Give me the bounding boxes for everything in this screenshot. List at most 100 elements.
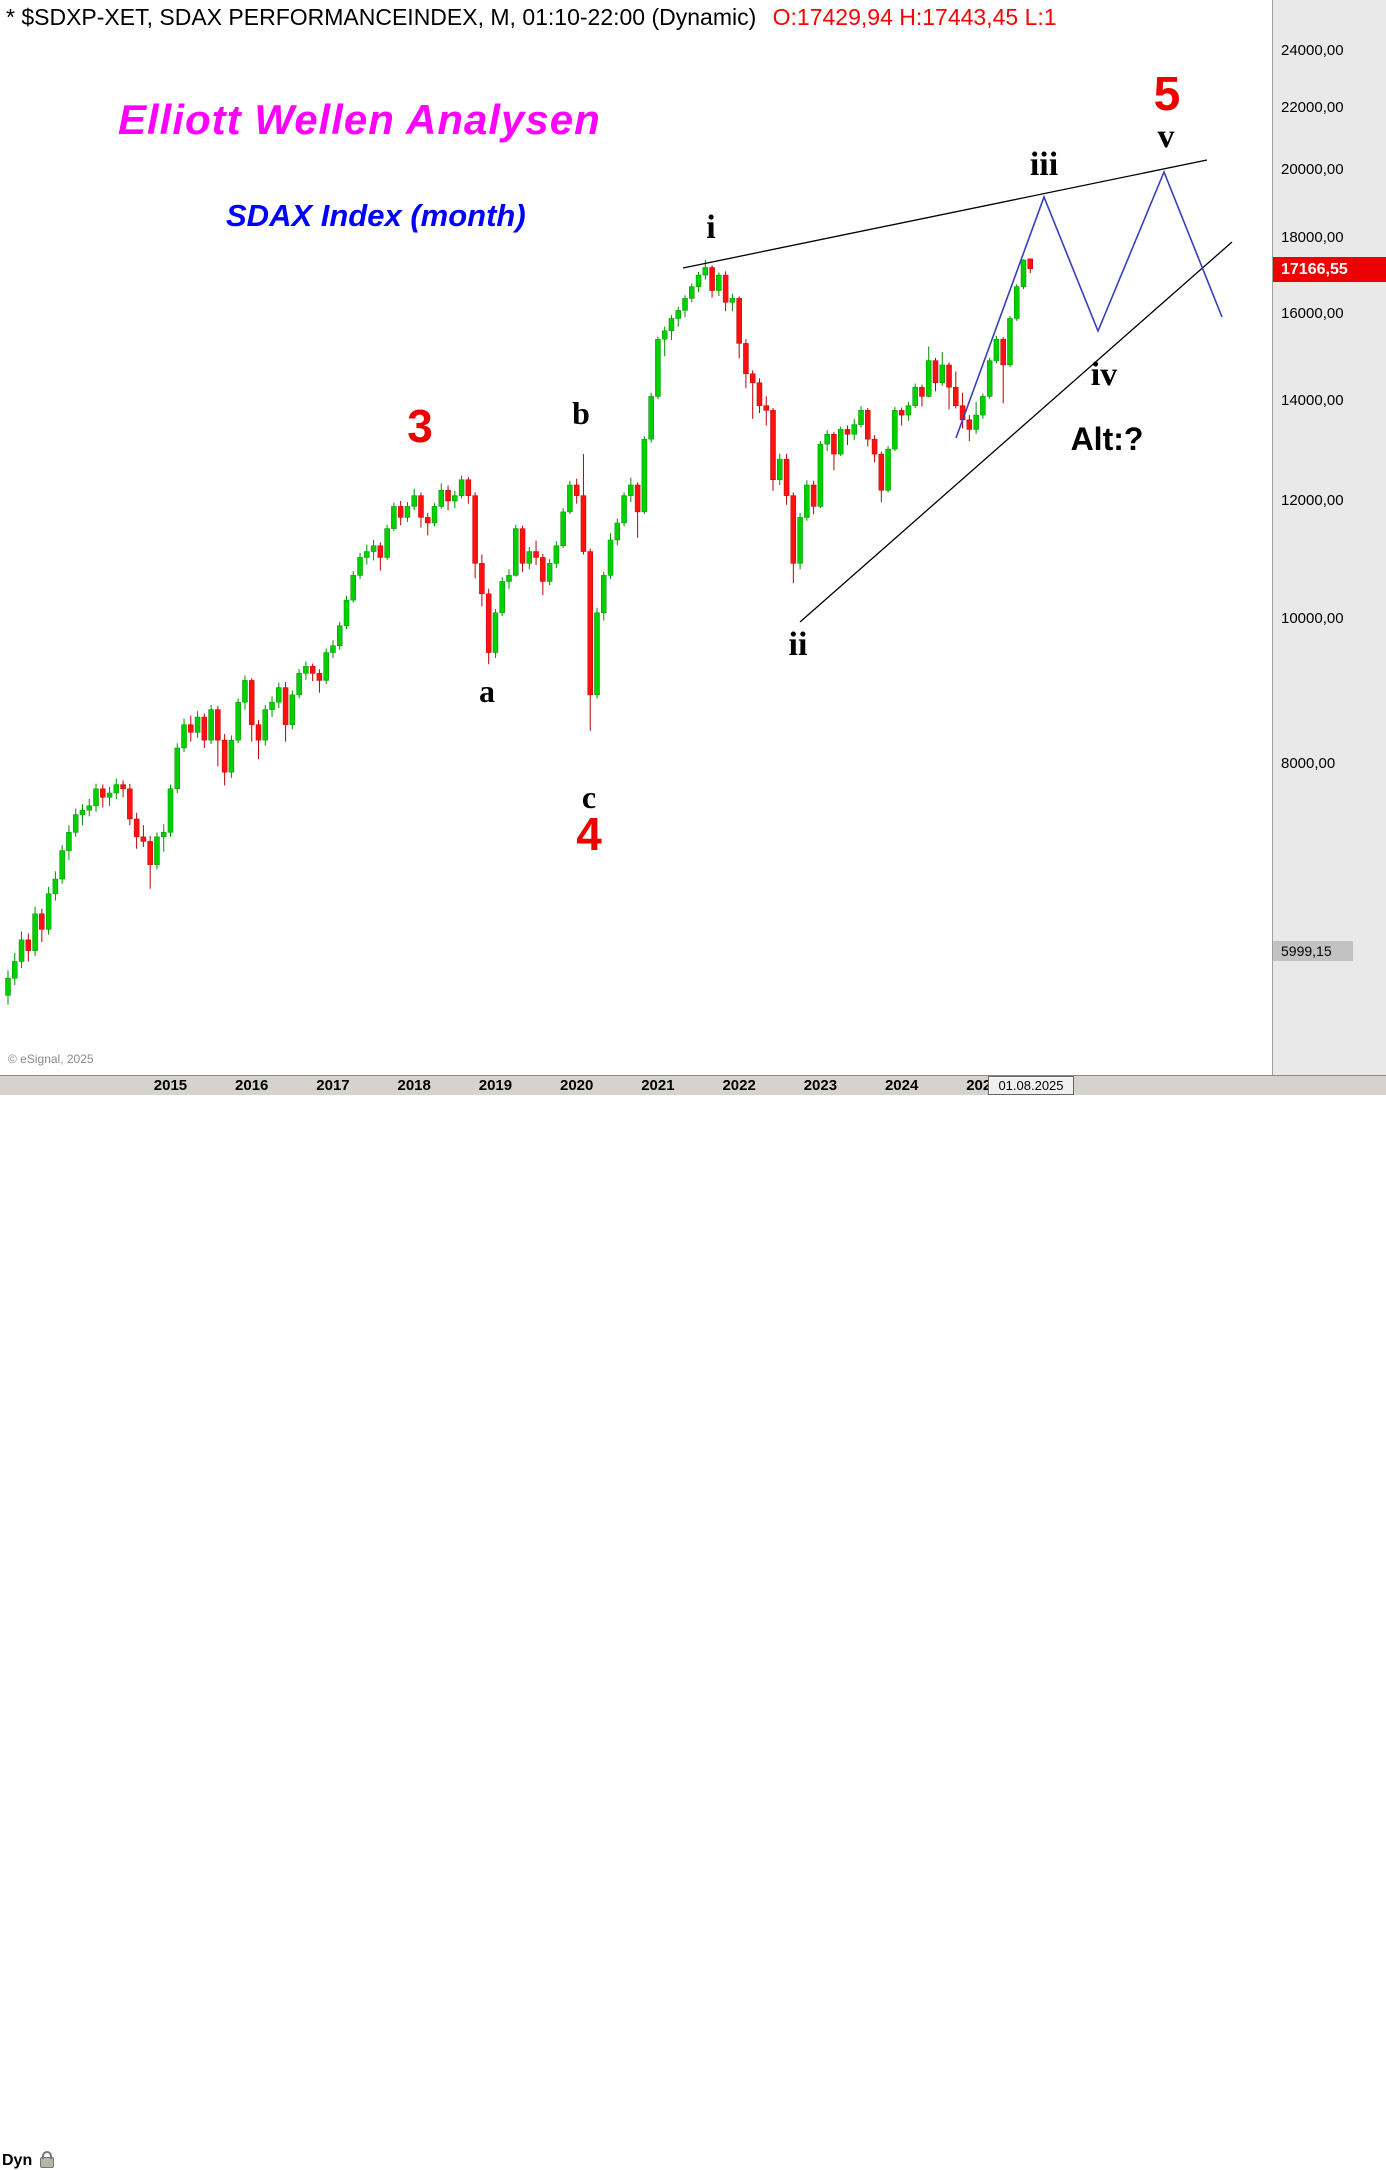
candle-body [52, 878, 59, 894]
candle-body [364, 551, 370, 558]
candle-body [790, 495, 797, 564]
candle-body [533, 551, 539, 558]
candle-body [837, 429, 844, 455]
candle-body [194, 716, 201, 733]
candle-body [810, 484, 817, 507]
candle-body [154, 836, 160, 865]
candle-body [641, 438, 648, 513]
price-axis[interactable]: 17166,55 5999,15 24000,00 22000,00 20000,0… [1272, 0, 1386, 1075]
candle-body [100, 788, 106, 798]
candle-body [479, 563, 485, 595]
candle-body [377, 545, 384, 558]
candle-body [485, 593, 492, 653]
candle-body [634, 484, 641, 513]
candle-body [282, 687, 289, 725]
wave-label: i [706, 209, 715, 246]
wave-label: 4 [576, 808, 602, 860]
price-axis-label: 22000,00 [1281, 98, 1344, 116]
analysis-heading: Elliott Wellen Analysen [118, 96, 601, 143]
candle-body [255, 724, 262, 741]
candle-body [756, 382, 763, 406]
candle-body [682, 298, 688, 311]
candle-body [39, 913, 45, 930]
price-axis-label: 12000,00 [1281, 492, 1344, 509]
x-axis-year-label: 2023 [803, 1077, 838, 1094]
candle-body [716, 274, 722, 291]
candle-body [303, 666, 309, 674]
candle-body [749, 373, 756, 383]
candle-body [648, 396, 654, 440]
candle-body [215, 709, 221, 741]
candle-body [472, 495, 478, 564]
x-axis-year-label: 2024 [884, 1077, 919, 1094]
candle-body [993, 338, 1000, 361]
secondary-price-badge: 5999,15 [1273, 940, 1353, 961]
price-axis-label: 24000,00 [1281, 42, 1344, 60]
candle-body [580, 495, 587, 552]
candle-body [689, 286, 695, 299]
candle-body [675, 310, 681, 319]
candle-body [269, 701, 275, 710]
x-axis-year-label: 2021 [641, 1077, 675, 1094]
candle-body [824, 434, 830, 445]
time-axis-bar[interactable]: Dyn 2015 2016 2017 2018 2019 2020 2021 2022 2023… [0, 1075, 1386, 2169]
candle-body [709, 267, 715, 291]
candle-body [804, 484, 810, 518]
candle-body [174, 747, 180, 790]
candle-body [919, 387, 925, 397]
candle-body [1007, 318, 1013, 366]
candle-body [1020, 259, 1027, 287]
candle-body [113, 784, 120, 794]
wave-label: iii [1030, 146, 1058, 183]
candle-body [404, 506, 411, 518]
candle-body [885, 448, 891, 491]
candle-body [932, 360, 939, 383]
candle-body [160, 832, 167, 838]
candle-body [86, 805, 92, 811]
candle-body [248, 680, 255, 725]
lock-icon[interactable] [40, 2151, 54, 2168]
x-axis-year-label: 2022 [722, 1077, 756, 1094]
candle-body [133, 818, 140, 838]
price-axis-label: 14000,00 [1281, 392, 1344, 409]
x-axis-year-label: 2019 [478, 1077, 513, 1094]
candle-body [296, 673, 302, 696]
candle-body [330, 645, 336, 653]
date-field[interactable]: 01.08.2025 [988, 1076, 1074, 1095]
index-subheading: SDAX Index (month) [226, 198, 526, 233]
upper-wedge-line [682, 159, 1208, 269]
candle-body [350, 575, 357, 601]
candle-body [614, 522, 621, 541]
wave-label: 5 [1154, 68, 1181, 121]
candle-body [567, 484, 573, 513]
symbol-title: * $SDXP-XET, SDAX PERFORMANCEINDEX, M, 0… [6, 4, 757, 30]
lower-wedge-line [799, 241, 1233, 623]
candle-body [1000, 338, 1006, 366]
candle-body [628, 484, 634, 496]
candle-body [777, 458, 783, 480]
candle-body [59, 850, 65, 880]
candle-body [323, 652, 329, 681]
candle-body [45, 893, 52, 930]
candle-body [736, 298, 742, 344]
candle-body [147, 841, 153, 865]
candle-body [181, 724, 187, 749]
chart-title-bar: * $SDXP-XET, SDAX PERFORMANCEINDEX, M, 0… [0, 0, 1278, 36]
candle-body [370, 545, 377, 552]
candle-body [5, 977, 11, 996]
dyn-mode-button[interactable]: Dyn [2, 2152, 33, 2169]
candle-body [621, 495, 627, 524]
candle-body [797, 517, 803, 564]
candle-body [106, 792, 113, 798]
candle-body [594, 612, 600, 696]
candle-body [607, 539, 614, 576]
candle-body [452, 495, 458, 502]
candle-body [560, 511, 566, 547]
candle-body [221, 739, 228, 773]
x-axis-year-label: 2015 [153, 1077, 188, 1094]
candle-body [546, 563, 553, 582]
candle-body [770, 410, 776, 480]
wave-label: b [572, 395, 590, 431]
candle-body [519, 528, 526, 564]
